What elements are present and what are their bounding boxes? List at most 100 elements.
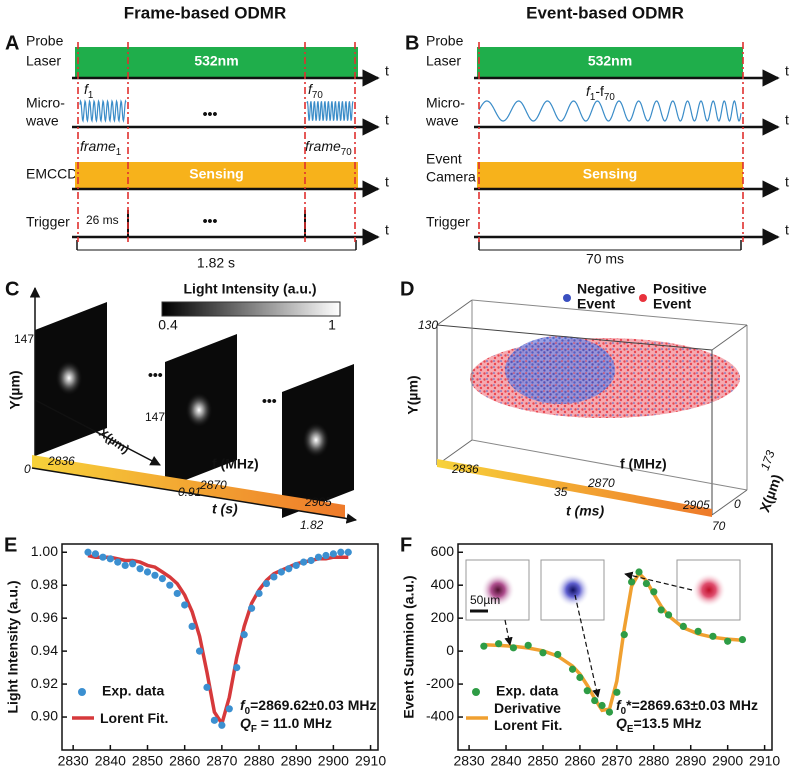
time-tick: 0.91 [178,485,201,499]
data-point [99,553,107,561]
colorbar-min: 0.4 [158,317,178,333]
y-tick-label: -200 [426,675,454,691]
row-label: Probe [26,33,64,49]
fit-result: f0*=2869.63±0.03 MHz [616,697,758,717]
panel-title: Frame-based ODMR [124,3,286,22]
ellipsis: ••• [262,393,277,409]
x-tick-label: 2910 [355,753,386,769]
data-point [539,649,547,657]
data-point [554,650,562,659]
freq-tick: 2870 [199,478,227,492]
data-point [136,565,144,573]
x-tick-label: 2870 [206,753,237,769]
data-point [628,578,636,586]
freq-label-part: 1 [590,92,595,103]
t-label: t (s) [212,501,238,517]
data-point [84,548,92,556]
inset-spot [556,573,590,607]
frame-label-part: frame [80,138,116,154]
x-tick-label: 2840 [490,753,521,769]
axis-label: t [385,112,389,128]
x-tick-label: 2900 [712,753,743,769]
fit-result-part: =2869.62±0.03 MHz [250,697,376,713]
x-tick-label: 2880 [638,753,669,769]
row-label: EMCCD [26,166,77,182]
fit-result-part: *=2869.63±0.03 MHz [626,697,758,713]
data-point [724,637,732,645]
sensing-bar [75,162,358,188]
data-point [568,665,577,673]
data-point [181,601,189,609]
box-edge [711,489,748,516]
ellipsis: ••• [203,106,218,122]
x-label: X(µm) [96,426,132,457]
y-tick-label: 0.94 [31,642,58,658]
fit-result-part: Q [616,715,627,731]
legend-dot [639,294,647,302]
t-label: t (ms) [566,503,604,519]
data-point [218,721,226,729]
sensing-label: Sensing [583,166,637,182]
fit-result-part: 0 [621,706,627,717]
row-label: Micro- [26,95,65,111]
fluorescence-spot [185,392,213,428]
sensing-bar [477,162,743,188]
axis-label: t [785,112,789,128]
data-point [114,558,122,566]
pointer-arrow [574,594,601,698]
data-point [524,641,532,649]
y-tick-label: 0.96 [31,609,58,625]
fit-result: QF = 11.0 MHz [240,715,332,735]
y-max: 147 [14,332,34,346]
legend-label: Derivative Lorent Fit. [494,700,562,733]
total-label: 1.82 s [197,255,235,271]
colorbar [161,301,341,317]
panel-letter: C [5,278,19,300]
microwave [79,99,127,123]
data-point [203,683,211,691]
data-point [694,627,702,635]
y-tick-label: 0 [446,642,454,658]
event-cloud [505,336,615,404]
legend-text: Lorent Fit. [100,710,169,726]
legend-label: Event [653,296,691,312]
x-tick-label: 2860 [169,753,200,769]
freq-label-part: 1 [88,90,93,101]
fit-result-part: f [616,697,622,713]
freq-label-part: -f [595,83,604,99]
time-tick: 35 [554,485,568,499]
freq-tick: 2836 [47,454,75,468]
data-point [151,571,159,579]
inset-spot [692,573,726,607]
data-point [121,561,129,570]
data-point [709,632,717,640]
sensing-label: Sensing [189,166,243,182]
data-point [143,568,152,576]
freq-tick: 2836 [451,462,479,476]
plot-frame [457,543,773,751]
x-tick-label: 2900 [318,753,349,769]
data-point [240,631,248,639]
laser-label: 532nm [588,53,632,69]
data-point [255,589,263,598]
frame-label-part: frame [305,138,341,154]
data-point [166,581,174,589]
data-point [509,644,518,652]
time-tick: 1.82 [300,518,324,532]
panel-letter: D [400,278,414,300]
panel-letter: F [400,534,412,556]
row-label: Trigger [26,214,70,230]
row-label: Probe [426,33,464,49]
data-point [583,687,591,695]
box-edge [436,299,473,326]
axis-label: t [385,222,389,238]
axis [31,467,358,524]
freq-label: f70 [308,81,323,101]
data-point [91,550,100,558]
y-tick-label: 1.00 [31,543,58,559]
legend-label: Exp. data [102,683,164,699]
box-edge [471,439,748,491]
data-point [195,647,204,655]
colorbar-title: Light Intensity (a.u.) [184,281,317,297]
x-tick-label: 2870 [601,753,632,769]
